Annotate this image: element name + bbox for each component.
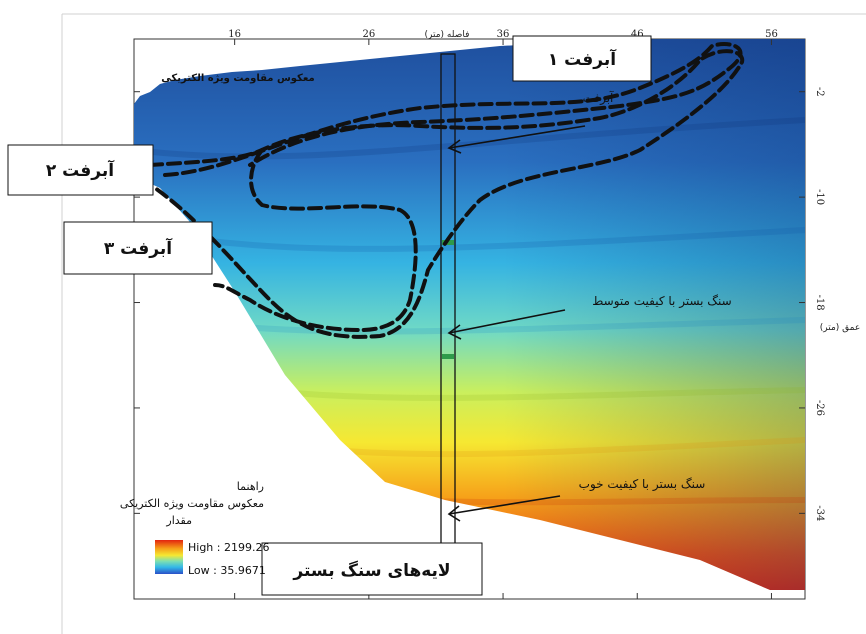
alluvium-boundaries: [148, 42, 745, 339]
y-tick-label: -26: [814, 400, 825, 416]
label-alluvium-2: آبرفت ۲: [46, 159, 115, 181]
arrow-bedrock-good: [448, 495, 561, 515]
legend-title: راهنما: [237, 480, 264, 493]
y-axis-title: عمق (متر): [820, 323, 860, 333]
label-alluvium-1-small: آبرفت: [583, 90, 614, 106]
label-bedrock-medium: سنگ بستر با کیفیت متوسط: [592, 294, 731, 309]
alluvium-1-boundary: [163, 42, 743, 177]
arrow-alluvium-1: [448, 125, 586, 149]
alluvium-2-boundary: [148, 49, 745, 339]
arrow-bedrock-medium: [448, 309, 566, 334]
arrow-alluvium-1-head: [447, 139, 462, 154]
label-bedrock-good: سنگ بستر با کیفیت خوب: [579, 477, 706, 492]
x-tick-label: 16: [228, 29, 241, 40]
x-tick-label: 36: [497, 29, 510, 40]
label-box-alluvium-1: آبرفت ۱: [512, 35, 652, 82]
legend-subtitle: معکوس مقاومت ویژه الکتریکی: [120, 497, 264, 510]
chart-title: معکوس مقاومت ویژه الکتریکی: [161, 73, 314, 84]
y-tick-label: -10: [814, 189, 825, 205]
legend-value-label: مقدار: [165, 514, 192, 527]
y-tick-label: -18: [814, 294, 825, 310]
y-tick-label: -2: [814, 87, 825, 97]
arrow-bedrock-medium-head: [447, 324, 462, 340]
label-alluvium-1: آبرفت ۱: [548, 48, 617, 70]
borehole-marker-2: [442, 354, 454, 359]
arrow-bedrock-good-head: [447, 505, 461, 522]
label-box-bedrock-layers: لایه‌های سنگ بستر: [261, 542, 483, 596]
annotation-arrows: [447, 125, 586, 522]
legend-color-ramp: [155, 540, 183, 574]
x-axis-title: فاصله (متر): [425, 30, 470, 40]
legend-low-label: Low : 35.9671: [188, 564, 266, 577]
label-box-alluvium-3: آبرفت ۳: [63, 221, 213, 275]
label-bedrock-layers: لایه‌های سنگ بستر: [292, 560, 450, 581]
y-tick-label: -34: [814, 505, 825, 521]
alluvium-3-boundary: [213, 148, 418, 333]
x-tick-label: 26: [362, 29, 375, 40]
label-alluvium-3: آبرفت ۳: [104, 237, 173, 259]
legend-high-label: High : 2199.26: [188, 541, 269, 554]
legend: راهنما معکوس مقاومت ویژه الکتریکی مقدار …: [120, 480, 270, 577]
x-tick-label: 56: [765, 29, 778, 40]
label-box-alluvium-2: آبرفت ۲: [7, 144, 154, 196]
y-axis-ticks: -2 -10 -18 -26 -34: [134, 87, 825, 521]
x-tick-label: 46: [631, 29, 644, 40]
